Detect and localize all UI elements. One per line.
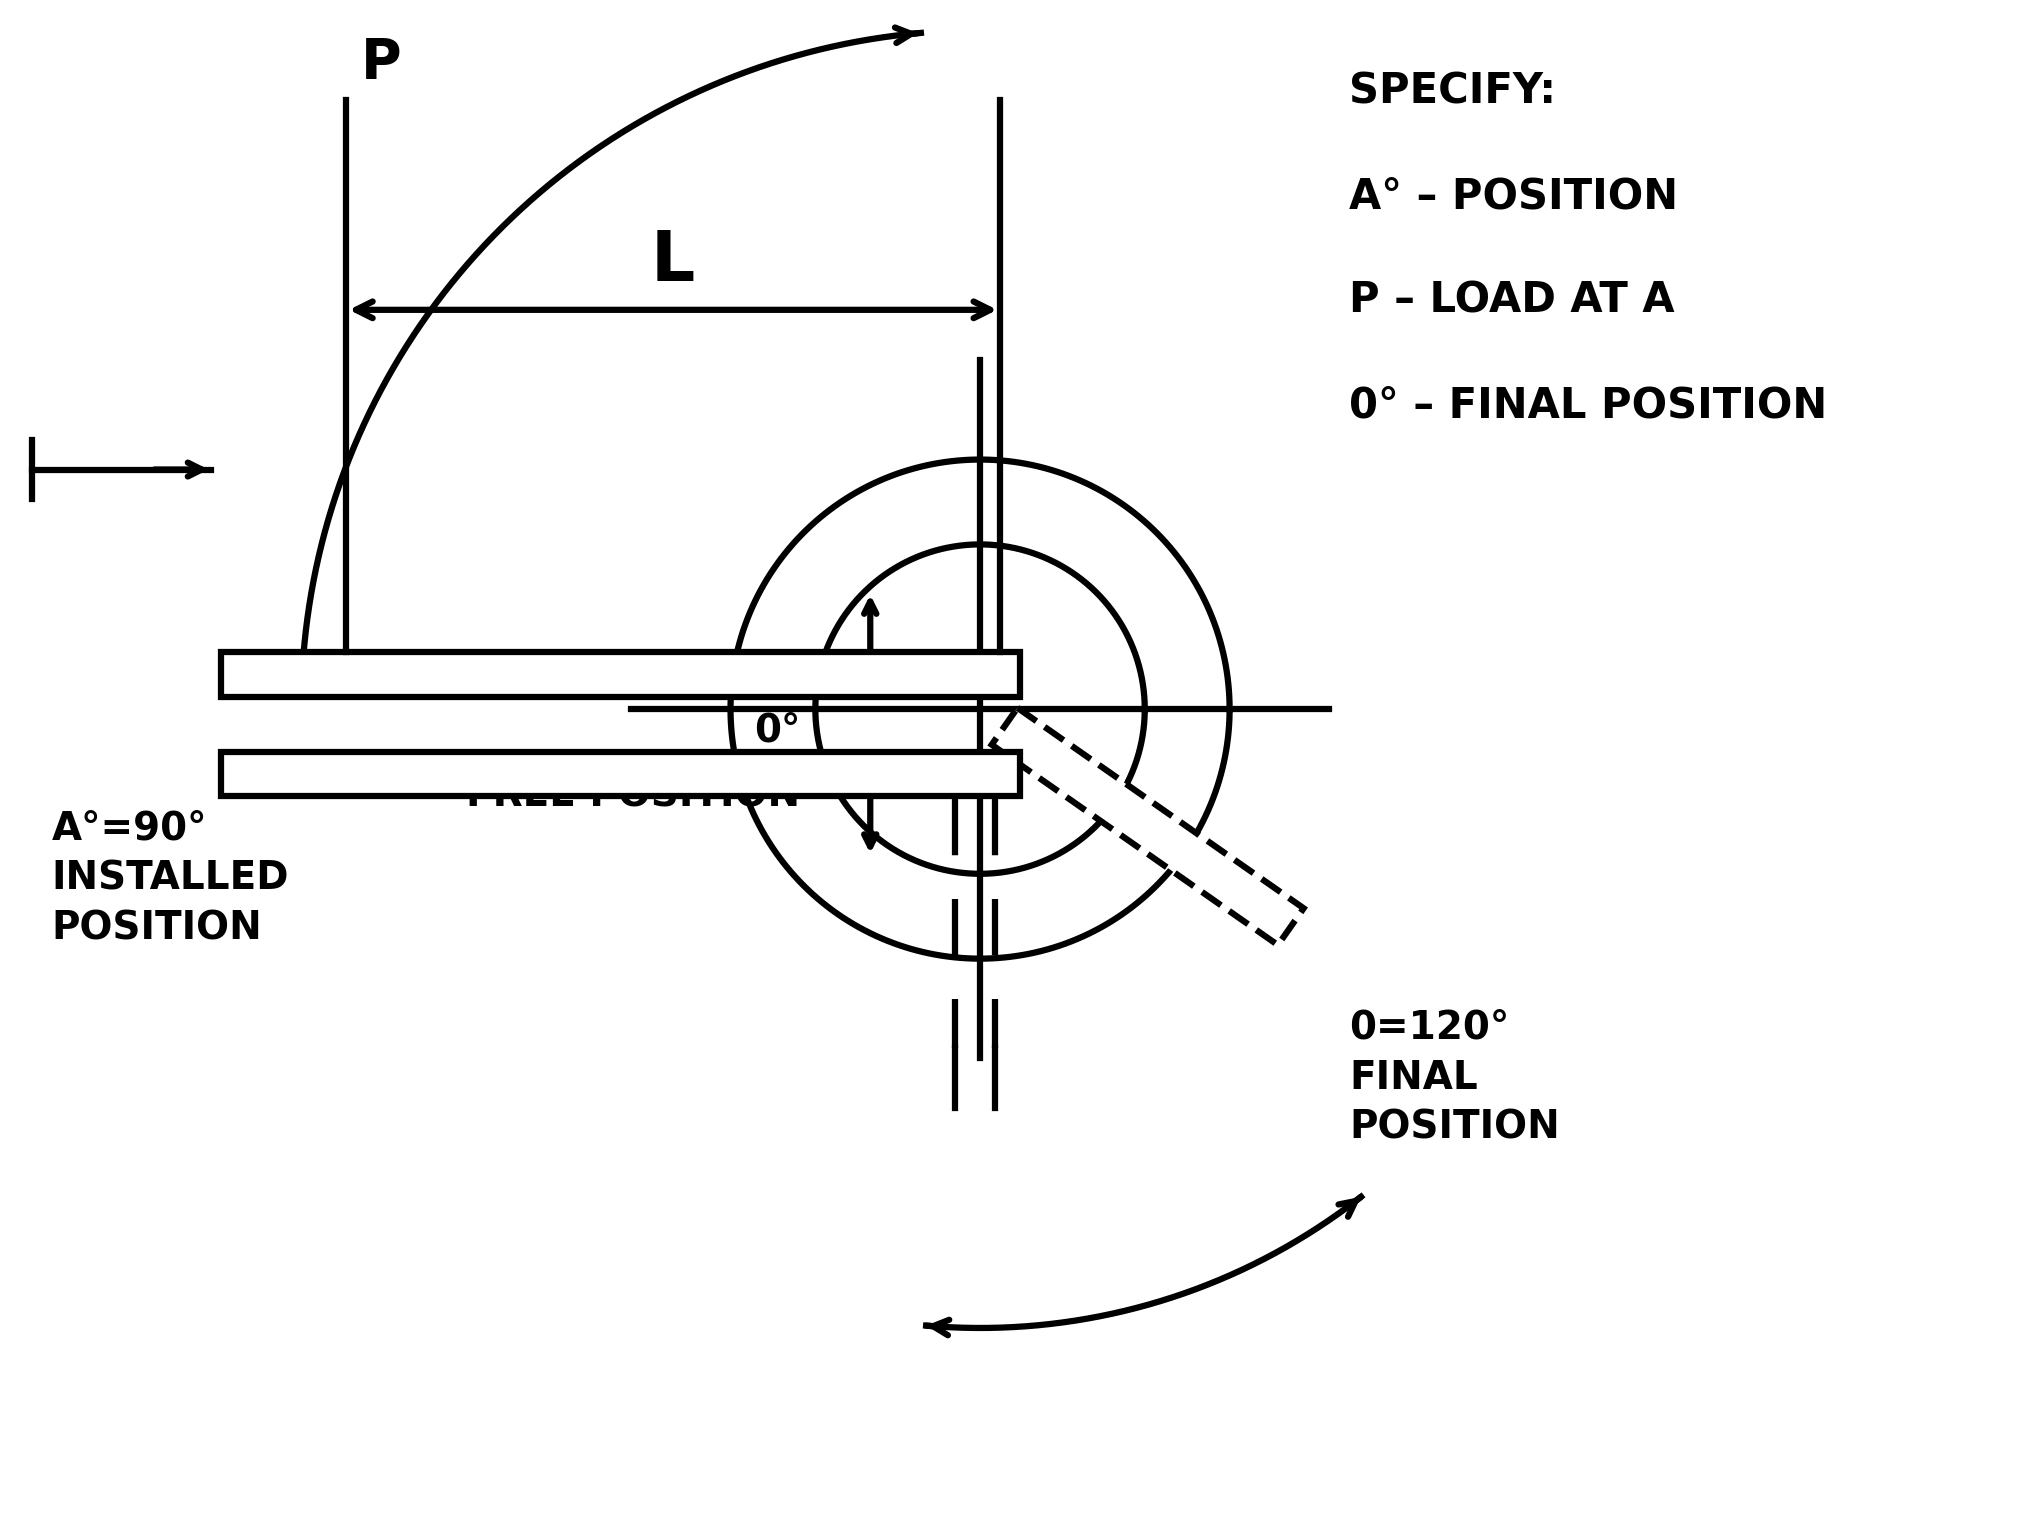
Text: 0=120°
FINAL
POSITION: 0=120° FINAL POSITION	[1349, 1009, 1561, 1147]
Text: P – LOAD AT A: P – LOAD AT A	[1349, 280, 1674, 323]
Polygon shape	[222, 752, 1019, 797]
Text: FREE POSITION: FREE POSITION	[467, 777, 801, 815]
Text: L: L	[651, 228, 696, 295]
Polygon shape	[991, 708, 1304, 945]
Text: 0° – FINAL POSITION: 0° – FINAL POSITION	[1349, 385, 1828, 427]
Text: A°=90°
INSTALLED
POSITION: A°=90° INSTALLED POSITION	[53, 810, 289, 948]
Polygon shape	[222, 651, 1019, 697]
Text: SPECIFY:: SPECIFY:	[1349, 70, 1557, 112]
Text: A° – POSITION: A° – POSITION	[1349, 176, 1678, 217]
Text: 0°: 0°	[754, 711, 801, 749]
Text: P: P	[362, 37, 402, 90]
